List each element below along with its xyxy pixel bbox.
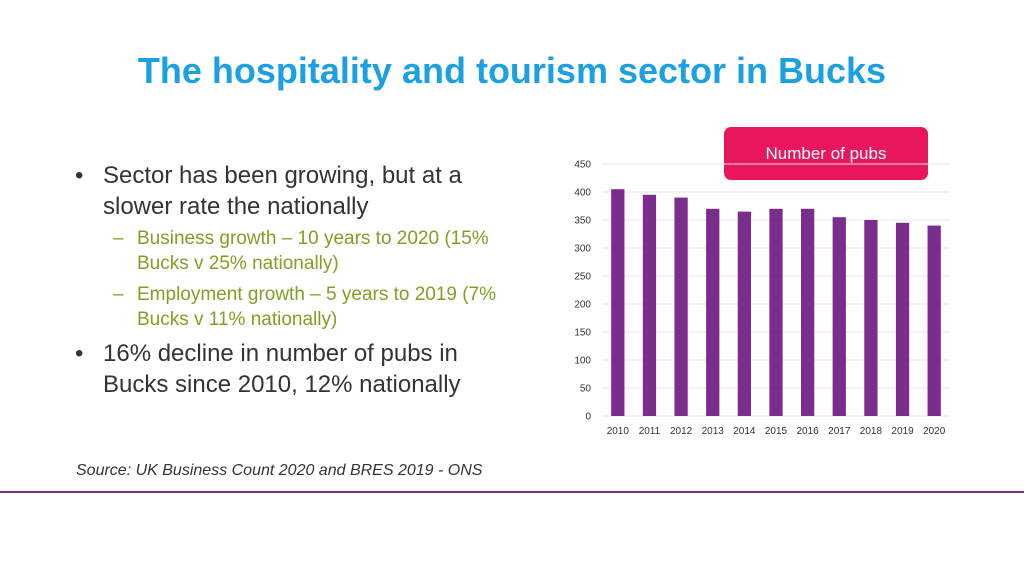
y-tick-label-100: 100 [574,356,591,367]
x-tick-label-2011: 2011 [639,426,661,437]
x-tick-label-2010: 2010 [607,426,630,437]
bar-2018 [864,220,878,416]
y-tick-label-300: 300 [574,244,591,255]
bar-2016 [800,208,815,416]
pubs-bar-chart: 0 50 100 150 200 250 300 350 400 450 2010 2011 2012… [574,160,950,437]
bullet-text: Sector has been growing, but at a slower… [103,162,462,220]
sub-bullet-business-growth: – Business growth – 10 years to 2020 (15… [75,226,515,276]
chart-legend-badge: Number of pubs [724,127,928,180]
slide-title: The hospitality and tourism sector in Bu… [137,50,887,91]
bullet-pubs-decline: • 16% decline in number of pubs in Bucks… [75,338,515,400]
bullet-growth: • Sector has been growing, but at a slow… [75,160,515,222]
y-tick-label-250: 250 [574,272,591,283]
bar-2015 [769,208,783,416]
bar-2019 [895,222,910,416]
bar-2020 [927,225,941,416]
bar-2012 [674,197,688,416]
sub-bullet-list: – Business growth – 10 years to 2020 (15… [75,226,515,332]
x-tick-label-2012: 2012 [670,426,693,437]
bar-2013 [706,208,720,416]
source-note: Source: UK Business Count 2020 and BRES … [76,462,483,479]
x-tick-label-2019: 2019 [891,426,914,437]
y-tick-label-200: 200 [574,300,591,311]
bar-2017 [832,217,846,416]
y-tick-label-450: 450 [574,160,591,171]
x-axis-ticks: 2010 2011 2012 2013 2014 2015 2016 2017 2018 2019… [607,426,946,437]
x-tick-label-2020: 2020 [923,426,946,437]
bullet-text: 16% decline in number of pubs in Bucks s… [103,340,461,398]
y-tick-label-150: 150 [574,328,591,339]
sub-bullet-dash: – [113,228,124,249]
bar-2014 [737,211,752,416]
y-axis-ticks: 0 50 100 150 200 250 300 350 400 450 [574,160,591,423]
sub-bullet-text: Business growth – 10 years to 2020 (15% … [137,228,489,274]
bar-2010 [611,189,625,416]
bar-2011 [642,194,657,416]
x-tick-label-2017: 2017 [828,426,851,437]
x-tick-label-2018: 2018 [860,426,883,437]
y-tick-label-350: 350 [574,216,591,227]
x-tick-label-2015: 2015 [765,426,788,437]
bullet-dot: • [75,340,84,367]
x-tick-label-2016: 2016 [797,426,820,437]
sub-bullet-text: Employment growth – 5 years to 2019 (7% … [137,284,497,330]
y-tick-label-0: 0 [585,412,591,423]
bullet-list: • Sector has been growing, but at a slow… [75,160,515,404]
sub-bullet-employment-growth: – Employment growth – 5 years to 2019 (7… [75,282,515,332]
chart-bars [611,189,941,416]
x-tick-label-2014: 2014 [733,426,756,437]
y-tick-label-50: 50 [580,384,592,395]
footer-rule [0,491,1024,493]
x-tick-label-2013: 2013 [702,426,725,437]
sub-bullet-dash: – [113,284,124,305]
bullet-dot: • [75,162,84,189]
y-tick-label-400: 400 [574,188,591,199]
